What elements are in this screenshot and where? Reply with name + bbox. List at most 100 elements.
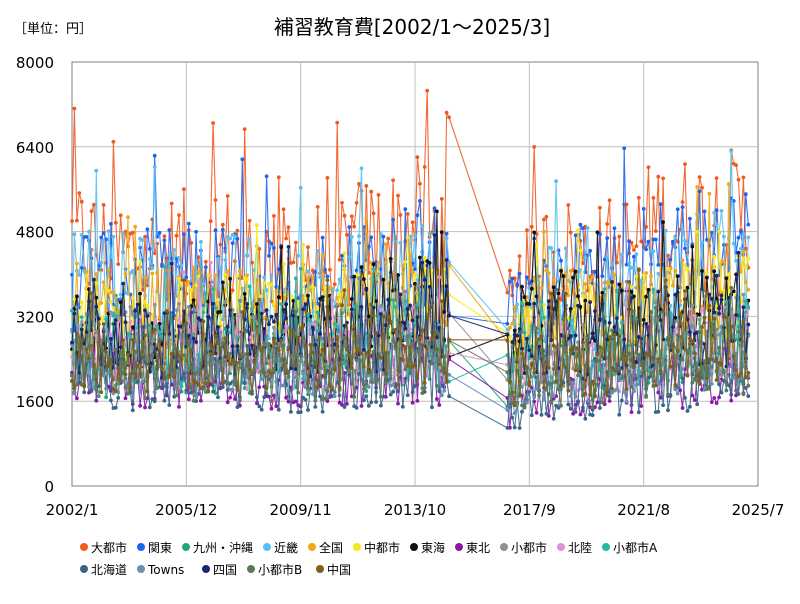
data-point bbox=[671, 343, 675, 348]
legend-label: 小都市A bbox=[613, 540, 658, 555]
data-point bbox=[255, 365, 259, 370]
data-point bbox=[242, 381, 247, 385]
data-point bbox=[259, 377, 264, 381]
data-point bbox=[303, 397, 308, 402]
data-point bbox=[318, 332, 322, 336]
data-point bbox=[147, 405, 152, 410]
data-point bbox=[539, 285, 544, 290]
data-point bbox=[169, 261, 174, 266]
data-point bbox=[391, 389, 395, 394]
data-point bbox=[228, 371, 233, 376]
data-point bbox=[651, 287, 656, 292]
data-point bbox=[92, 314, 96, 319]
data-point bbox=[656, 289, 661, 294]
data-point bbox=[70, 370, 74, 375]
data-point bbox=[690, 244, 695, 249]
data-point bbox=[155, 270, 160, 275]
data-point bbox=[629, 403, 634, 407]
data-point bbox=[410, 318, 415, 323]
x-tick-label: 2005/12 bbox=[155, 501, 217, 519]
data-point bbox=[272, 367, 276, 371]
data-point bbox=[70, 373, 74, 378]
data-point bbox=[147, 323, 152, 328]
x-tick-label: 2021/8 bbox=[617, 501, 670, 519]
data-point bbox=[186, 397, 191, 402]
data-point bbox=[147, 257, 152, 261]
data-point bbox=[405, 364, 410, 368]
data-point bbox=[310, 285, 315, 289]
data-point bbox=[233, 360, 237, 365]
data-point bbox=[746, 383, 751, 388]
legend-marker bbox=[137, 565, 145, 573]
data-point bbox=[403, 260, 408, 264]
data-point bbox=[396, 389, 400, 394]
data-point bbox=[138, 314, 143, 319]
data-point bbox=[607, 198, 612, 203]
data-point bbox=[269, 406, 274, 411]
data-point bbox=[602, 384, 607, 388]
data-point bbox=[568, 347, 573, 352]
data-point bbox=[568, 230, 573, 235]
data-point bbox=[736, 392, 741, 396]
data-point bbox=[218, 242, 223, 247]
data-point bbox=[145, 304, 150, 308]
data-point bbox=[668, 364, 673, 369]
data-point bbox=[184, 321, 189, 326]
data-point bbox=[692, 313, 697, 318]
data-point bbox=[220, 341, 225, 345]
data-point bbox=[688, 216, 692, 221]
data-point bbox=[257, 297, 262, 302]
legend-marker bbox=[316, 565, 324, 573]
data-point bbox=[712, 310, 717, 315]
series-中国 bbox=[70, 267, 751, 408]
data-point bbox=[673, 387, 678, 392]
data-point bbox=[147, 342, 152, 346]
data-point bbox=[359, 166, 364, 171]
data-point bbox=[152, 251, 157, 256]
data-point bbox=[444, 236, 449, 241]
data-point bbox=[371, 313, 376, 318]
data-point bbox=[700, 372, 704, 377]
data-point bbox=[138, 291, 143, 296]
data-point bbox=[177, 405, 181, 409]
data-point bbox=[376, 333, 381, 338]
data-point bbox=[162, 264, 167, 269]
data-point bbox=[130, 295, 135, 300]
data-point bbox=[196, 274, 201, 278]
data-point bbox=[293, 367, 298, 371]
data-point bbox=[700, 375, 704, 380]
data-point bbox=[220, 222, 225, 227]
data-point bbox=[276, 407, 281, 412]
data-point bbox=[583, 416, 588, 421]
data-point bbox=[510, 293, 515, 298]
data-point bbox=[286, 374, 291, 379]
data-point bbox=[342, 251, 347, 256]
data-point bbox=[162, 398, 167, 403]
data-point bbox=[199, 240, 203, 244]
data-point bbox=[313, 405, 318, 409]
data-point bbox=[335, 295, 340, 300]
data-point bbox=[77, 335, 82, 340]
data-point bbox=[634, 339, 639, 344]
data-point bbox=[410, 390, 415, 394]
data-point bbox=[320, 295, 325, 299]
legend-item: Towns bbox=[137, 563, 184, 577]
data-point bbox=[145, 314, 150, 318]
data-point bbox=[152, 327, 157, 332]
data-point bbox=[84, 269, 89, 274]
data-point bbox=[169, 352, 174, 356]
data-point bbox=[281, 262, 286, 267]
data-point bbox=[673, 292, 678, 297]
data-point bbox=[736, 235, 741, 240]
data-point bbox=[357, 276, 361, 281]
data-point bbox=[72, 232, 77, 237]
data-point bbox=[743, 386, 748, 390]
data-point bbox=[379, 307, 383, 312]
data-point bbox=[734, 388, 738, 393]
data-point bbox=[420, 328, 425, 332]
data-point bbox=[405, 307, 410, 312]
data-point bbox=[537, 344, 541, 349]
data-point bbox=[573, 233, 578, 238]
data-point bbox=[201, 310, 206, 315]
data-point bbox=[323, 373, 327, 378]
